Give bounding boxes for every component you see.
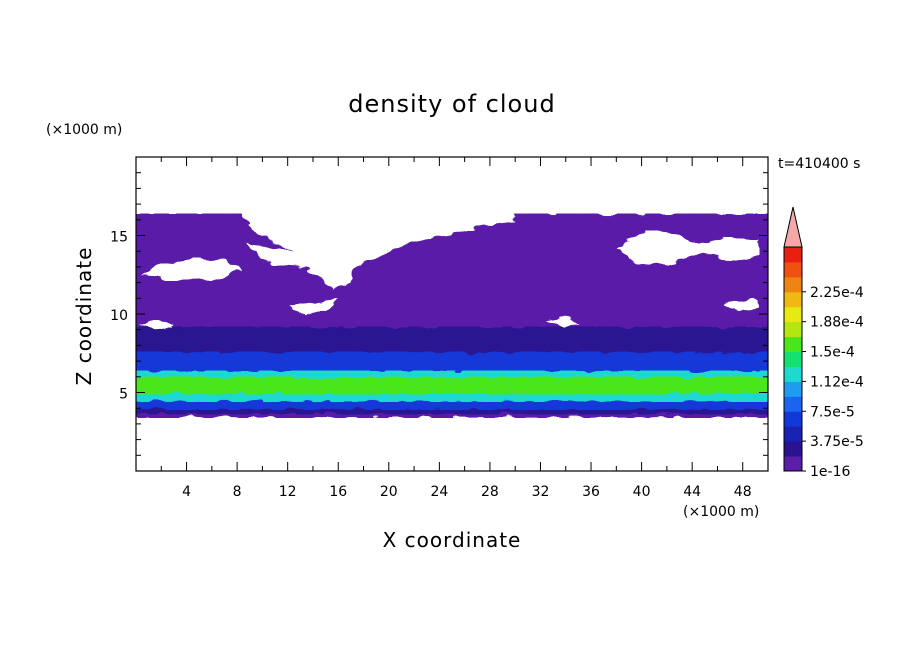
- cloud-gap-2: [139, 257, 244, 281]
- colorbar-label: 1e-16: [810, 464, 850, 480]
- x-tick-label: 16: [329, 484, 347, 500]
- x-tick-label: 24: [430, 484, 448, 500]
- colorbar-label: 2.25e-4: [810, 285, 864, 301]
- cloud-gap-6: [138, 320, 174, 332]
- x-tick-label: 48: [734, 484, 752, 500]
- colorbar-frame: [783, 246, 803, 472]
- colorbar-swatch: [784, 381, 802, 397]
- x-tick-label: 44: [683, 484, 701, 500]
- y-tick-label: 15: [110, 230, 128, 246]
- cloud-gap-3: [616, 230, 705, 266]
- colorbar-swatch: [784, 366, 802, 382]
- colorbar-swatch: [784, 396, 802, 412]
- colorbar-label: 1.5e-4: [810, 345, 855, 361]
- x-unit-label: (×1000 m): [683, 504, 759, 520]
- colorbar-swatch: [784, 276, 802, 293]
- x-axis-label: X coordinate: [383, 528, 522, 552]
- cloud-free-gaps: [136, 201, 762, 332]
- cloud-gap-9: [449, 210, 516, 222]
- colorbar-swatch: [784, 441, 802, 457]
- colorbar-swatch: [784, 351, 802, 367]
- colorbar-swatch: [784, 321, 802, 338]
- colorbar-swatch: [784, 306, 802, 323]
- x-tick-label: 8: [233, 484, 242, 500]
- x-tick-label: 12: [279, 484, 297, 500]
- y-axis-ticks: 5 10 15: [110, 172, 768, 456]
- colorbar-extend-arrow: [783, 206, 803, 248]
- x-tick-label: 4: [182, 484, 191, 500]
- cloud-gap-1: [243, 241, 354, 291]
- x-tick-label: 32: [532, 484, 550, 500]
- colorbar-label: 7.5e-5: [810, 404, 855, 420]
- colorbar: 1e-16 3.75e-5 7.5e-5 1.12e-4 1.5e-4 1.88e-4 2.…: [783, 206, 864, 480]
- y-tick-label: 5: [119, 387, 128, 403]
- density-layer-4: [136, 376, 768, 395]
- x-tick-label: 36: [582, 484, 600, 500]
- colorbar-swatch: [784, 411, 802, 427]
- colorbar-label: 3.75e-5: [810, 434, 864, 450]
- y-axis-label: Z coordinate: [72, 247, 96, 386]
- cloud-gap-5: [287, 298, 339, 316]
- x-tick-label: 40: [633, 484, 651, 500]
- x-tick-label: 20: [380, 484, 398, 500]
- cloud-gap-0: [136, 201, 516, 280]
- x-axis-ticks: 4 8 12 16 20 24 28 32 36 40 44 48: [160, 157, 752, 500]
- chart-title: density of cloud: [348, 90, 555, 118]
- x-tick-label: 28: [481, 484, 499, 500]
- colorbar-swatch: [784, 261, 802, 278]
- cloud-gap-11: [685, 201, 762, 214]
- cloud-gap-10: [515, 201, 648, 214]
- cloud-gap-4: [692, 237, 760, 261]
- colorbar-swatch: [784, 336, 802, 353]
- colorbar-swatch: [784, 426, 802, 442]
- y-unit-label: (×1000 m): [46, 122, 122, 138]
- cloud-gap-7: [546, 315, 581, 329]
- colorbar-swatch: [784, 247, 802, 263]
- colorbar-label: 1.88e-4: [810, 315, 864, 331]
- colorbar-swatch: [784, 291, 802, 308]
- colorbar-label: 1.12e-4: [810, 374, 864, 390]
- y-tick-label: 10: [110, 308, 128, 324]
- colorbar-swatch: [784, 456, 802, 472]
- cloud-gap-8: [723, 298, 760, 311]
- time-label: t=410400 s: [778, 156, 860, 172]
